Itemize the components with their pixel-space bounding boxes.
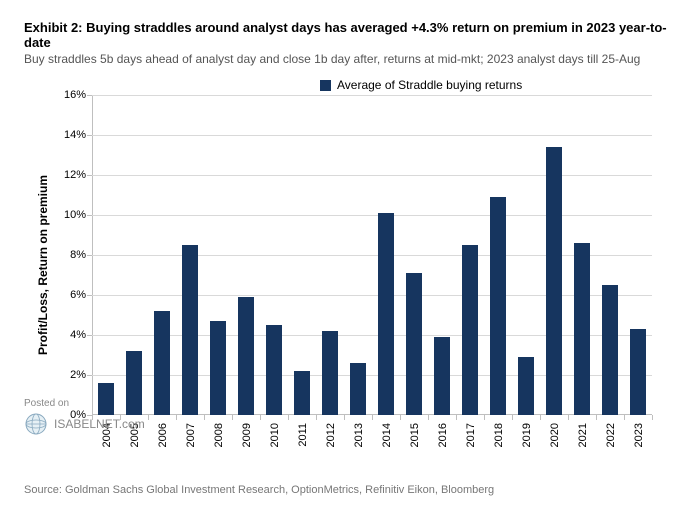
- x-tick-label: 2022: [605, 423, 617, 447]
- x-tick-label: 2020: [549, 423, 561, 447]
- x-tick-mark: [596, 415, 597, 420]
- x-tick-mark: [540, 415, 541, 420]
- x-tick-mark: [568, 415, 569, 420]
- gridline: [92, 335, 652, 336]
- bar: [98, 383, 114, 415]
- legend-label: Average of Straddle buying returns: [337, 78, 522, 92]
- legend-swatch: [320, 80, 331, 91]
- bar: [546, 147, 562, 415]
- x-tick-mark: [232, 415, 233, 420]
- x-tick-label: 2011: [297, 423, 309, 447]
- x-tick-label: 2018: [493, 423, 505, 447]
- x-tick-label: 2021: [577, 423, 589, 447]
- x-tick-mark: [260, 415, 261, 420]
- x-tick-mark: [428, 415, 429, 420]
- x-tick-mark: [148, 415, 149, 420]
- y-tick-label: 12%: [64, 169, 92, 181]
- bar: [182, 245, 198, 415]
- bar: [574, 243, 590, 415]
- exhibit-subtitle: Buy straddles 5b days ahead of analyst d…: [24, 52, 676, 66]
- globe-icon: [24, 412, 48, 436]
- x-tick-label: 2009: [241, 423, 253, 447]
- bar: [350, 363, 366, 415]
- watermark-posted: Posted on: [24, 398, 69, 409]
- bar: [126, 351, 142, 415]
- x-tick-label: 2007: [185, 423, 197, 447]
- bar: [294, 371, 310, 415]
- bar: [266, 325, 282, 415]
- x-tick-mark: [344, 415, 345, 420]
- x-tick-mark: [456, 415, 457, 420]
- x-tick-label: 2015: [409, 423, 421, 447]
- x-tick-label: 2010: [269, 423, 281, 447]
- bar: [238, 297, 254, 415]
- bar: [602, 285, 618, 415]
- bar: [154, 311, 170, 415]
- x-tick-mark: [204, 415, 205, 420]
- bar: [434, 337, 450, 415]
- watermark-text: ISABELNET.com: [54, 417, 145, 431]
- x-tick-mark: [652, 415, 653, 420]
- y-tick-label: 14%: [64, 129, 92, 141]
- x-tick-label: 2013: [353, 423, 365, 447]
- bar: [406, 273, 422, 415]
- gridline: [92, 215, 652, 216]
- y-tick-label: 8%: [70, 249, 92, 261]
- gridline: [92, 175, 652, 176]
- bar-chart: 0%2%4%6%8%10%12%14%16%200420052006200720…: [92, 95, 652, 415]
- y-tick-label: 2%: [70, 369, 92, 381]
- y-tick-label: 4%: [70, 329, 92, 341]
- watermark: Posted on ISABELNET.com: [24, 412, 145, 436]
- x-tick-label: 2008: [213, 423, 225, 447]
- exhibit-title: Exhibit 2: Buying straddles around analy…: [24, 20, 676, 50]
- source-text: Source: Goldman Sachs Global Investment …: [24, 484, 494, 496]
- chart-legend: Average of Straddle buying returns: [320, 78, 522, 92]
- gridline: [92, 295, 652, 296]
- x-tick-label: 2012: [325, 423, 337, 447]
- y-tick-label: 16%: [64, 89, 92, 101]
- x-tick-mark: [316, 415, 317, 420]
- gridline: [92, 135, 652, 136]
- x-tick-mark: [624, 415, 625, 420]
- x-tick-mark: [372, 415, 373, 420]
- gridline: [92, 255, 652, 256]
- x-tick-mark: [484, 415, 485, 420]
- x-tick-label: 2019: [521, 423, 533, 447]
- y-axis-label: Profit/Loss, Return on premium: [36, 175, 50, 355]
- bar: [462, 245, 478, 415]
- gridline: [92, 95, 652, 96]
- bar: [210, 321, 226, 415]
- x-tick-mark: [512, 415, 513, 420]
- x-tick-label: 2014: [381, 423, 393, 447]
- bar: [518, 357, 534, 415]
- x-tick-label: 2016: [437, 423, 449, 447]
- x-tick-mark: [176, 415, 177, 420]
- y-tick-label: 10%: [64, 209, 92, 221]
- x-tick-label: 2023: [633, 423, 645, 447]
- bar: [490, 197, 506, 415]
- x-tick-label: 2006: [157, 423, 169, 447]
- y-tick-label: 6%: [70, 289, 92, 301]
- bar: [630, 329, 646, 415]
- bar: [322, 331, 338, 415]
- gridline: [92, 375, 652, 376]
- exhibit-container: Exhibit 2: Buying straddles around analy…: [0, 0, 700, 510]
- x-tick-label: 2017: [465, 423, 477, 447]
- x-tick-mark: [288, 415, 289, 420]
- x-tick-mark: [400, 415, 401, 420]
- bar: [378, 213, 394, 415]
